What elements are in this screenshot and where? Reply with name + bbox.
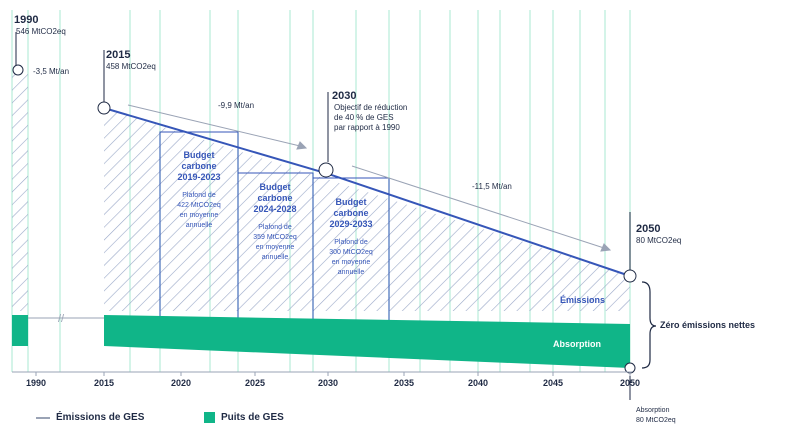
x-tick-label-2025: 2025	[245, 378, 265, 388]
label-2050-year: 2050	[636, 223, 660, 235]
label-2015-value: 458 MtCO2eq	[106, 62, 156, 71]
label-2030-objective: Objectif de réduction de 40 % de GES par…	[334, 103, 410, 132]
x-tick-label-2035: 2035	[394, 378, 414, 388]
zero-net-label: Zéro émissions nettes	[660, 320, 755, 330]
marker-1990	[12, 64, 24, 76]
label-2030-year: 2030	[332, 90, 356, 102]
absorption-2050-title: Absorption	[636, 407, 670, 414]
label-2015-rate: -9,9 Mt/an	[218, 101, 254, 110]
emissions-area	[104, 108, 630, 311]
legend-emissions: Émissions de GES	[36, 412, 144, 423]
label-1990-value: 546 MtCO2eq	[16, 27, 66, 36]
label-2015-year: 2015	[106, 49, 130, 61]
x-tick-label-2030: 2030	[318, 378, 338, 388]
zero-net-brace	[641, 281, 657, 369]
axis-break-mark: //	[58, 313, 65, 325]
x-axis-ticks: 1990 2015 2020 2025 2030 2035 2040 2045 2050	[26, 372, 640, 388]
legend-sinks-swatch	[204, 412, 215, 423]
budget-text-1: Budget carbone 2019-2023 Plafond de 422 MtC…	[177, 150, 221, 229]
legend-sinks-label: Puits de GES	[221, 412, 284, 423]
budget-text-3: Budget carbone 2029-2033 Plafond de 300 MtC…	[329, 197, 373, 276]
label-1990-year: 1990	[14, 14, 38, 26]
x-tick-label-1990: 1990	[26, 378, 46, 388]
legend-sinks: Puits de GES	[204, 412, 284, 423]
label-2050-value: 80 MtCO2eq	[636, 236, 681, 245]
x-tick-label-2050: 2050	[620, 378, 640, 388]
marker-2015	[97, 101, 111, 115]
absorption-area	[104, 315, 630, 368]
legend-emissions-swatch	[36, 416, 50, 419]
emissions-area-1990	[12, 70, 28, 311]
label-1990-rate: -3,5 Mt/an	[33, 67, 69, 76]
absorption-2050-value: 80 MtCO2eq	[636, 417, 676, 424]
x-tick-label-2015: 2015	[94, 378, 114, 388]
marker-2050	[623, 269, 637, 283]
legend-emissions-label: Émissions de GES	[56, 412, 145, 423]
marker-2030	[318, 162, 334, 178]
label-2030-rate: -11,5 Mt/an	[472, 182, 512, 191]
x-tick-label-2040: 2040	[468, 378, 488, 388]
absorption-bar-1990	[12, 315, 28, 346]
budget-text-2: Budget carbone 2024-2028 Plafond de 359 MtC…	[253, 182, 297, 261]
x-tick-label-2045: 2045	[543, 378, 563, 388]
absorption-series-label: Absorption	[553, 339, 601, 349]
x-tick-label-2020: 2020	[171, 378, 191, 388]
vertical-grid-lines	[11, 10, 631, 372]
emissions-series-label: Émissions	[560, 295, 605, 305]
rate-arrows	[127, 104, 612, 252]
